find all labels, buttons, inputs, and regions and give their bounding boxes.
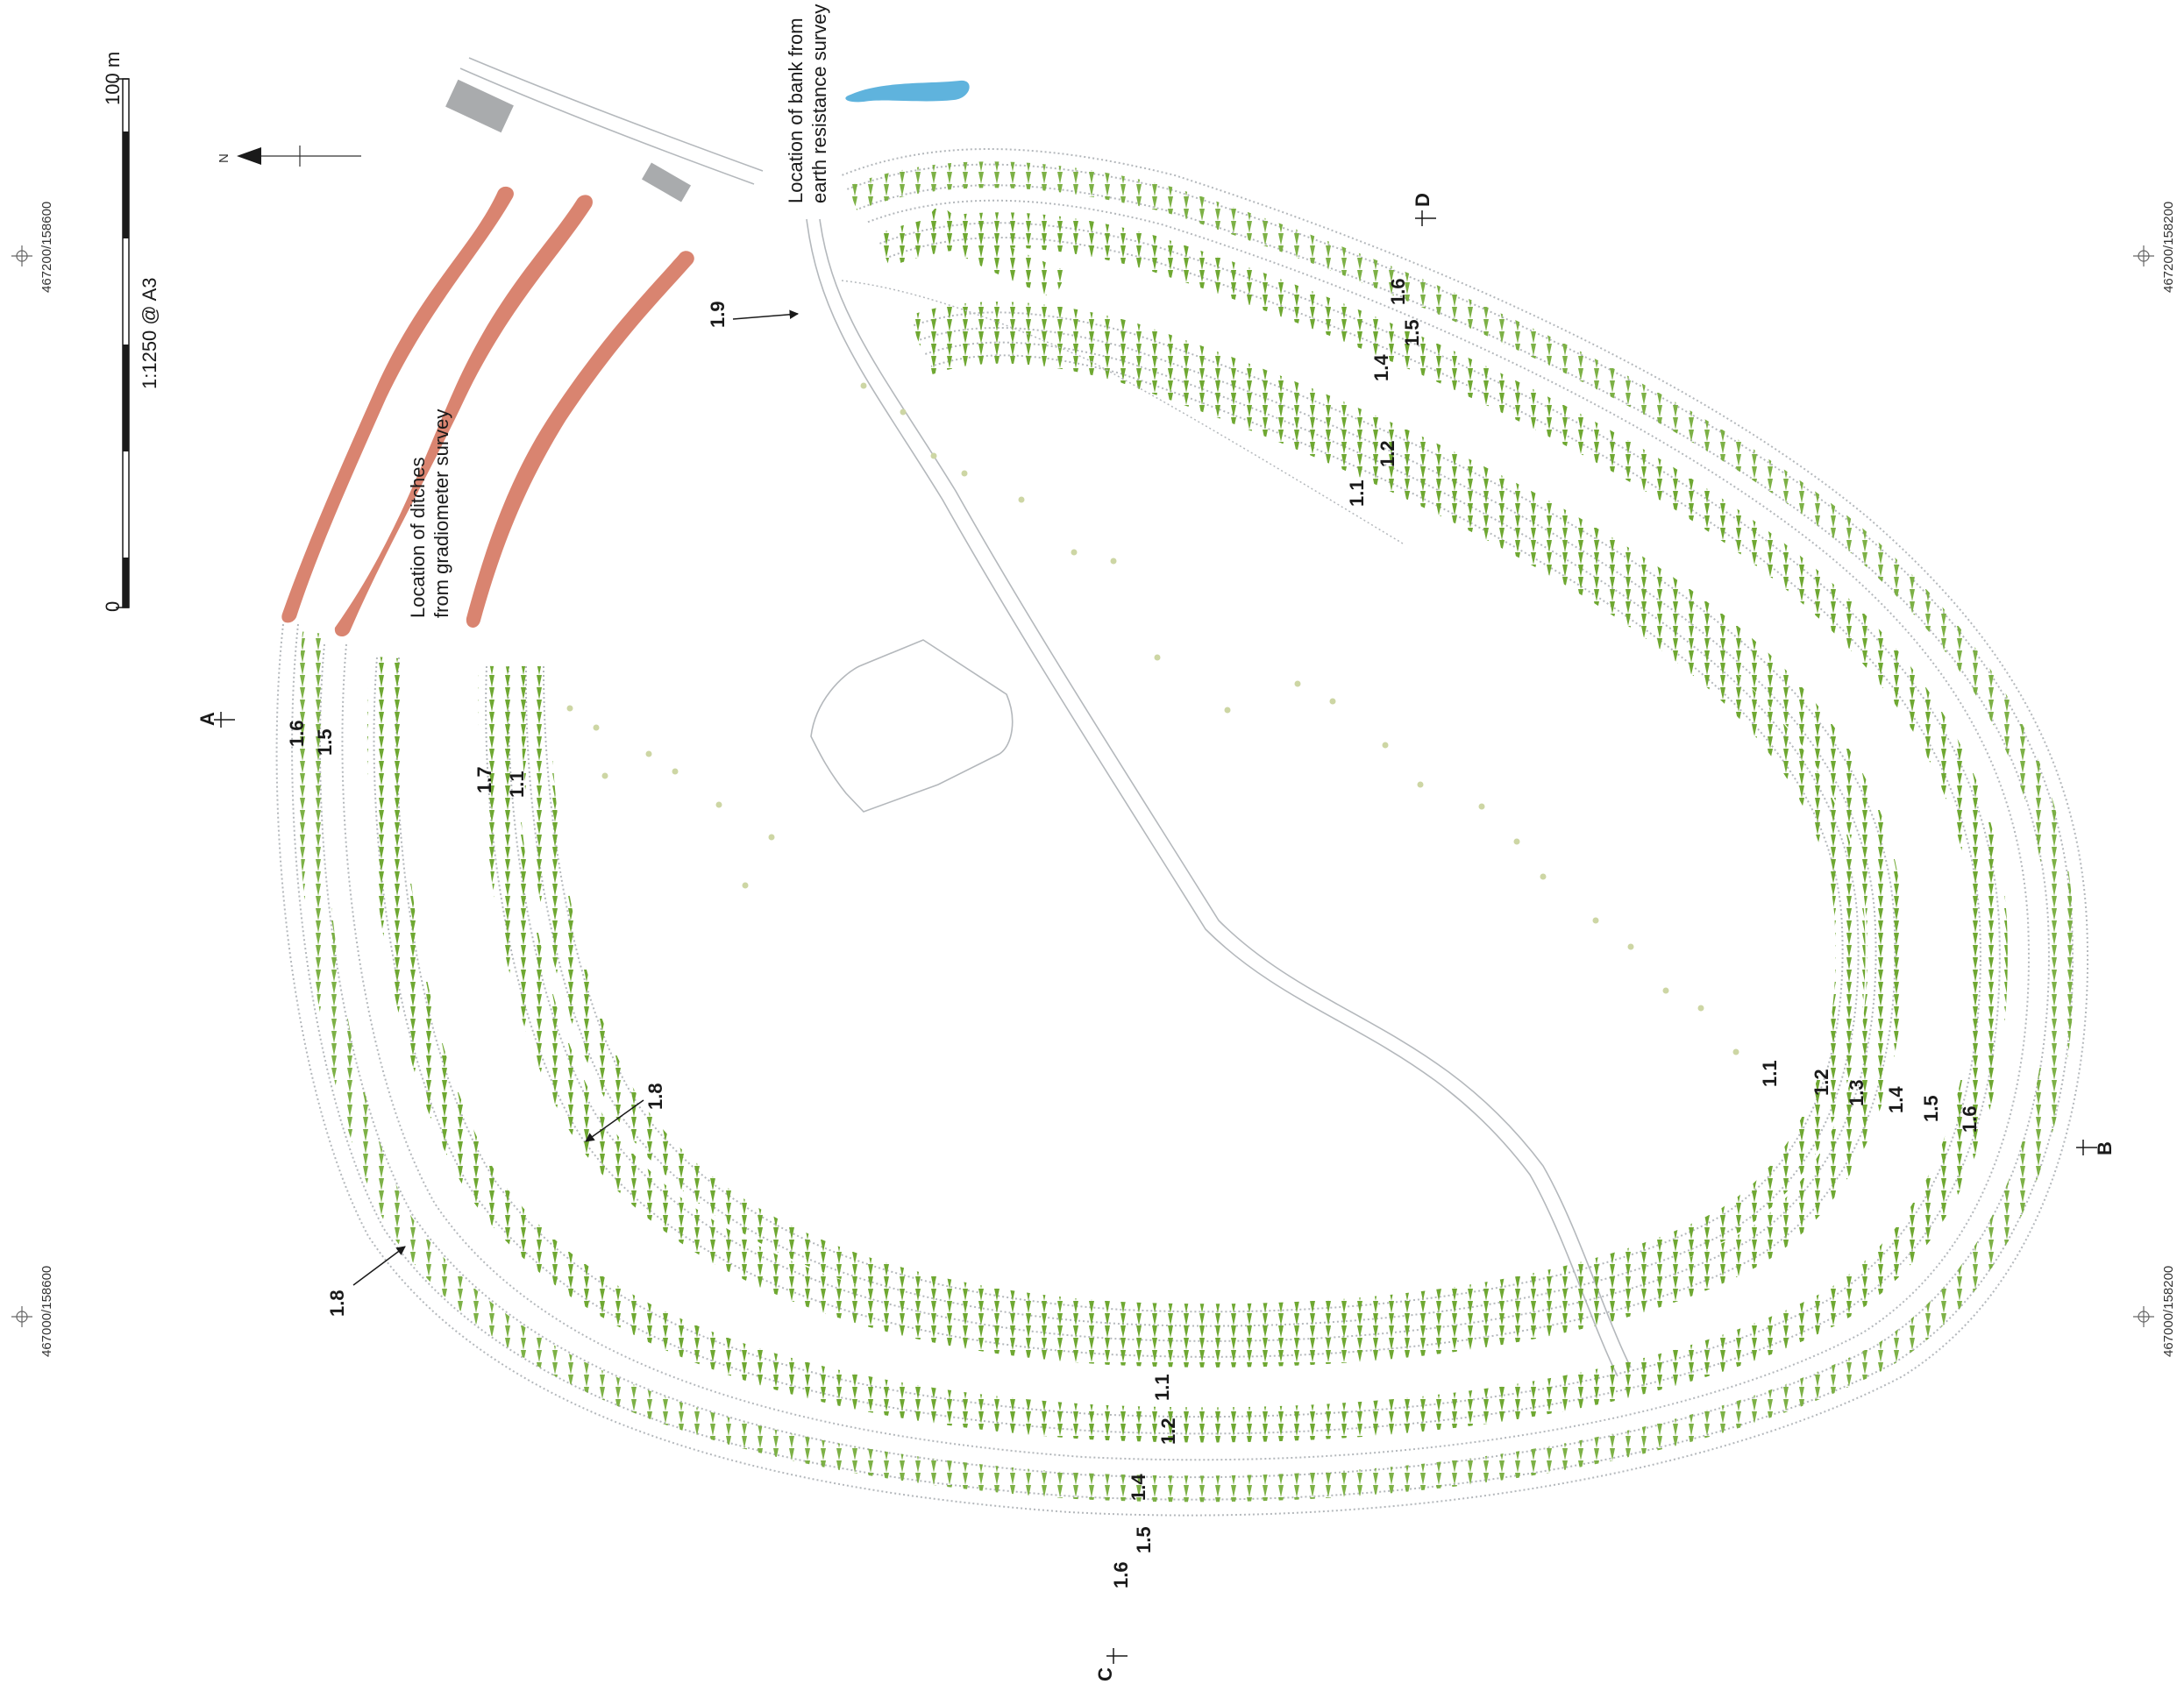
north-inner-segment (841, 203, 1404, 544)
section-d-label: D (1412, 193, 1433, 207)
section-c-label: C (1094, 1667, 1116, 1681)
section-b-label: B (2094, 1141, 2116, 1155)
label-east-1-4: 1.4 (1885, 1086, 1907, 1113)
label-west-1-5: 1.5 (314, 728, 336, 756)
scale-bar: 0 100 m 1:1250 @ A3 (102, 52, 160, 612)
section-marker-b: B (2076, 1140, 2116, 1155)
gradiometer-ditches (281, 186, 694, 637)
section-marker-a: A (196, 712, 235, 728)
label-east-1-2: 1.2 (1811, 1069, 1832, 1096)
bank-note-line2: earth resistance survey (808, 4, 830, 203)
scale-ratio-label: 1:1250 @ A3 (139, 277, 160, 389)
label-south-1-6: 1.6 (1110, 1561, 1132, 1588)
grid-ref-bottom-left: 467000/158600 (39, 1266, 54, 1357)
north-label: N (217, 153, 231, 163)
label-south-1-1: 1.1 (1151, 1374, 1173, 1401)
north-arrow: N (217, 146, 361, 167)
grid-cross-top-right: 467200/158200 (2133, 202, 2176, 293)
feature-labels: 1.9 1.1 1.2 1.4 1.5 1.6 1.6 1.5 1.7 1.1 … (286, 278, 1981, 1588)
label-north-1-5: 1.5 (1401, 319, 1423, 346)
grid-ref-bottom-right: 467000/158200 (2161, 1266, 2176, 1357)
section-marker-d: D (1412, 193, 1436, 226)
grid-cross-bottom-right: 467000/158200 (2133, 1266, 2176, 1357)
label-north-1-4: 1.4 (1370, 354, 1392, 381)
north-arrow-icon (237, 147, 261, 165)
label-west-1-1: 1.1 (506, 771, 528, 798)
section-marker-c: C (1094, 1648, 1128, 1681)
rampart-hachures (296, 161, 2075, 1503)
leader-arrows (352, 309, 800, 1286)
interior-features (566, 382, 1739, 1055)
grid-cross-top-left: 467200/158600 (11, 202, 54, 293)
label-north-1-9: 1.9 (707, 301, 729, 328)
label-east-1-1: 1.1 (1759, 1060, 1781, 1087)
label-south-1-2: 1.2 (1157, 1418, 1179, 1445)
grid-ref-top-left: 467200/158600 (39, 202, 54, 293)
label-west-1-8a: 1.8 (644, 1083, 666, 1110)
label-west-1-8b: 1.8 (326, 1290, 348, 1317)
grid-cross-bottom-left: 467000/158600 (11, 1266, 54, 1357)
scale-max-label: 100 m (102, 52, 124, 105)
label-east-1-3: 1.3 (1846, 1079, 1867, 1106)
bank-note-line1: Location of bank from (785, 18, 807, 203)
label-west-1-6: 1.6 (286, 720, 308, 747)
label-east-1-5: 1.5 (1920, 1095, 1942, 1122)
label-north-1-1: 1.1 (1346, 480, 1368, 507)
ditch-note-line1: Location of ditches (407, 458, 429, 618)
grid-ref-top-right: 467200/158200 (2161, 202, 2176, 293)
pond (845, 80, 970, 103)
scale-zero-label: 0 (102, 601, 124, 612)
label-east-1-6: 1.6 (1959, 1105, 1981, 1133)
buildings (445, 79, 692, 203)
label-south-1-5: 1.5 (1133, 1526, 1155, 1553)
label-west-1-7: 1.7 (473, 766, 495, 793)
label-south-1-4: 1.4 (1128, 1474, 1149, 1501)
ditch-note-line2: from gradiometer survey (430, 409, 452, 618)
label-north-1-6: 1.6 (1387, 278, 1409, 305)
section-a-label: A (196, 712, 218, 726)
label-north-1-2: 1.2 (1377, 440, 1398, 467)
